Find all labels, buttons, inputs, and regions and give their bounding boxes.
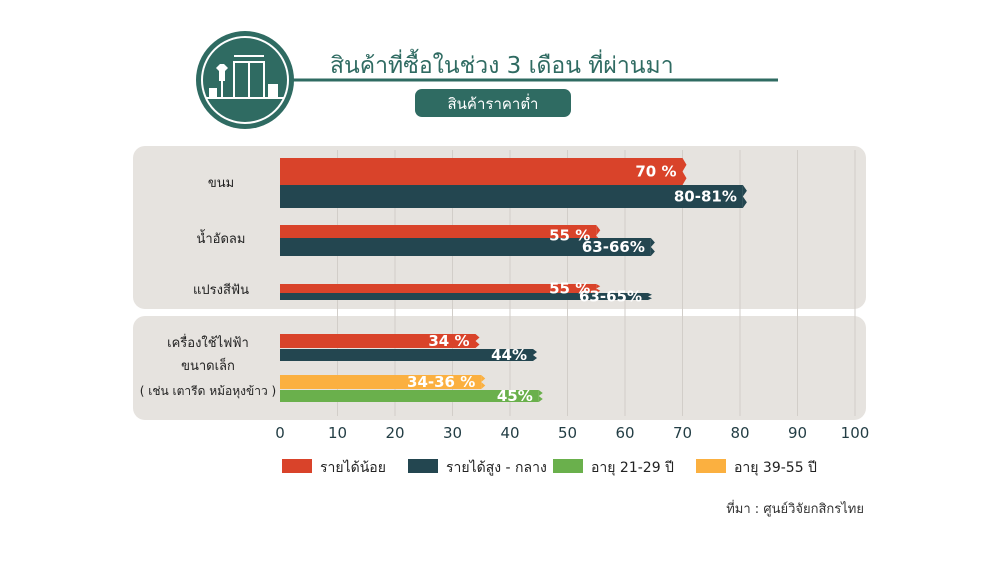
x-tick-label: 100 — [841, 424, 870, 442]
data-label: 55 % — [549, 227, 590, 245]
bar-end-mid-high-income — [648, 293, 652, 300]
x-tick-label: 30 — [443, 424, 462, 442]
data-label: 55 % — [549, 280, 590, 298]
bar-end-low-income — [596, 284, 601, 293]
x-axis-ticks: 0 10 20 30 40 50 60 70 80 90 100 — [275, 424, 869, 442]
category-label: ขนม — [208, 176, 234, 191]
category-label: เครื่องใช้ไฟฟ้า — [167, 334, 249, 351]
data-label: 34-36 % — [407, 373, 475, 391]
x-tick-label: 80 — [730, 424, 749, 442]
bar-end-age-21-29 — [538, 390, 543, 402]
data-label: 70 % — [635, 163, 676, 181]
legend-swatch-low-income — [282, 459, 312, 473]
legend-label: รายได้น้อย — [320, 459, 386, 476]
bar-low-income — [280, 334, 476, 348]
source-note: ที่มา : ศูนย์วิจัยกสิกรไทย — [726, 500, 864, 517]
bar-end-mid-high-income — [742, 185, 747, 208]
bar-end-age-39-55 — [481, 375, 486, 389]
legend: รายได้น้อย รายได้สูง - กลาง อายุ 21-29 ปี อ… — [282, 459, 817, 476]
category-label: ขนาดเล็ก — [181, 356, 235, 374]
bar-mid-high-income — [280, 185, 743, 208]
badge — [415, 89, 571, 117]
data-label: 80-81% — [674, 188, 737, 206]
x-tick-label: 40 — [500, 424, 519, 442]
legend-swatch-age-39-55 — [696, 459, 726, 473]
legend-label: อายุ 21-29 ปี — [591, 460, 674, 476]
category-label: แปรงสีฟัน — [193, 282, 249, 298]
category-label: ( เช่น เตารีด หม้อหุงข้าว ) — [140, 384, 276, 399]
x-tick-label: 70 — [673, 424, 692, 442]
bar-mid-high-income — [280, 293, 648, 300]
header: สินค้าที่ซื้อในช่วง 3 เดือน ที่ผ่านมา สิ… — [196, 31, 778, 129]
bar-end-mid-high-income — [650, 238, 655, 256]
x-tick-label: 60 — [615, 424, 634, 442]
data-label: 44% — [491, 346, 527, 364]
x-tick-label: 90 — [788, 424, 807, 442]
chart-title: สินค้าที่ซื้อในช่วง 3 เดือน ที่ผ่านมา — [330, 49, 674, 79]
legend-swatch-mid-high-income — [408, 459, 438, 473]
data-label: 34 % — [428, 332, 469, 350]
category-labels: ขนมน้ำอัดลมแปรงสีฟันเครื่องใช้ไฟฟ้าขนาดเ… — [140, 176, 276, 399]
bar-end-low-income — [682, 158, 687, 185]
data-label: 63-66% — [582, 238, 645, 256]
legend-swatch-age-21-29 — [553, 459, 583, 473]
header-icon-ring — [201, 36, 289, 124]
x-tick-label: 10 — [328, 424, 347, 442]
bar-age-21-29 — [280, 390, 539, 402]
bar-end-low-income — [475, 334, 480, 348]
bar-mid-high-income — [280, 238, 651, 256]
bars — [280, 158, 747, 402]
x-tick-label: 0 — [275, 424, 285, 442]
bar-age-39-55 — [280, 375, 482, 389]
data-label: 63-65% — [579, 288, 642, 306]
bar-low-income — [280, 158, 683, 185]
header-icon-circle — [196, 31, 294, 129]
legend-label: อายุ 39-55 ปี — [734, 460, 817, 476]
category-label: น้ำอัดลม — [197, 229, 246, 247]
legend-label: รายได้สูง - กลาง — [446, 459, 547, 476]
bar-end-mid-high-income — [533, 349, 537, 361]
bar-low-income — [280, 284, 597, 293]
badge-label: สินค้าราคาต่ำ — [448, 93, 539, 113]
x-tick-label: 50 — [558, 424, 577, 442]
bar-mid-high-income — [280, 349, 533, 361]
clothing-store-icon — [206, 55, 284, 99]
x-tick-label: 20 — [385, 424, 404, 442]
data-label: 45% — [497, 387, 533, 405]
bar-labels: 70 %80-81%55 %63-66%55 %63-65%34 %44%34-… — [407, 163, 737, 406]
